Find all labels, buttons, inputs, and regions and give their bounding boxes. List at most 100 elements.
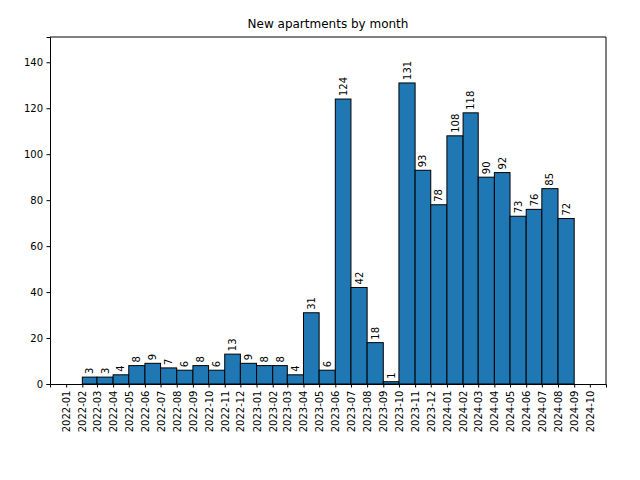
x-tick: 2023-04: [298, 384, 309, 432]
x-tick-mark: [257, 384, 258, 388]
bar: [82, 377, 97, 384]
x-tick: 2023-08: [362, 384, 373, 432]
y-tick: 60: [30, 241, 50, 252]
data-labels: 3348976861398843161244218113193781081189…: [84, 61, 571, 379]
x-tick: 2023-06: [330, 384, 341, 432]
bar: [431, 205, 447, 384]
y-tick: 140: [24, 57, 50, 68]
data-label: 90: [481, 161, 492, 174]
x-tick: 2024-01: [442, 384, 453, 432]
x-tick-label: 2024-09: [569, 391, 580, 433]
x-tick-mark: [399, 384, 400, 388]
y-tick-label: 40: [30, 287, 43, 298]
data-label: 8: [259, 356, 270, 362]
x-tick-mark: [82, 384, 83, 388]
y-tick-mark: [47, 384, 51, 385]
x-tick: 2023-07: [346, 384, 357, 432]
bar: [478, 177, 494, 384]
bar: [287, 375, 303, 384]
x-tick-mark: [177, 384, 178, 388]
x-axis-line: [51, 385, 607, 388]
y-tick-label: 80: [30, 195, 43, 206]
y-tick-label: 100: [24, 149, 43, 160]
bar: [240, 363, 256, 384]
data-label: 8: [195, 356, 206, 362]
x-tick: 2023-09: [378, 384, 389, 432]
x-tick-mark: [209, 384, 210, 388]
x-tick: 2022-12: [235, 384, 246, 432]
bar: [447, 136, 463, 384]
plot-area: 2022-012022-022022-032022-042022-052022-…: [24, 37, 607, 432]
data-label: 85: [544, 173, 555, 186]
x-tick: 2022-07: [156, 384, 167, 432]
data-label: 118: [465, 91, 476, 110]
data-label: 4: [290, 365, 301, 371]
x-tick: 2022-08: [172, 384, 183, 432]
x-tick: 2022-04: [108, 384, 119, 432]
data-label: 3: [100, 368, 111, 374]
chart: 2022-012022-022022-032022-042022-052022-…: [0, 0, 640, 480]
x-axis: 2022-012022-022022-032022-042022-052022-…: [51, 384, 607, 432]
x-tick: 2022-02: [77, 384, 88, 432]
y-tick-label: 120: [24, 103, 43, 114]
data-label: 13: [227, 338, 238, 351]
x-tick-mark: [303, 384, 304, 388]
data-label: 9: [243, 354, 254, 360]
frame-right: [606, 37, 607, 384]
bar: [145, 363, 161, 384]
x-tick: 2022-09: [188, 384, 199, 432]
bar: [463, 113, 478, 384]
data-label: 7: [163, 359, 174, 365]
y-tick-label: 60: [30, 241, 43, 252]
y-axis-line: [47, 38, 51, 385]
data-label: 6: [211, 361, 222, 367]
x-tick-label: 2023-08: [362, 391, 373, 433]
bar: [351, 287, 367, 384]
x-tick-mark: [574, 384, 575, 388]
bar: [494, 173, 510, 384]
y-tick: 80: [30, 195, 50, 206]
bar: [257, 366, 273, 384]
x-tick-mark: [558, 384, 559, 388]
x-tick: 2023-12: [426, 384, 437, 432]
x-tick-mark: [193, 384, 194, 388]
data-label: 31: [306, 297, 317, 310]
y-tick-mark: [47, 246, 51, 247]
x-tick-mark: [526, 384, 527, 388]
data-label: 6: [322, 361, 333, 367]
x-tick-label: 2023-01: [252, 391, 263, 433]
x-tick: 2022-03: [92, 384, 103, 432]
x-tick-mark: [335, 384, 336, 388]
y-tick: 100: [24, 149, 50, 160]
x-tick-label: 2023-10: [394, 391, 405, 433]
x-tick-label: 2023-02: [268, 391, 279, 433]
y-tick: 120: [24, 103, 50, 114]
bar: [113, 375, 129, 384]
y-tick-mark: [47, 154, 51, 155]
x-tick-mark: [240, 384, 241, 388]
x-tick-mark: [383, 384, 384, 388]
bar: [193, 366, 209, 384]
y-tick-label: 20: [30, 333, 43, 344]
x-tick-label: 2022-10: [204, 391, 215, 433]
x-tick-mark: [225, 384, 226, 388]
y-tick: 0: [37, 379, 50, 390]
data-label: 3: [84, 368, 95, 374]
x-tick-label: 2023-07: [346, 391, 357, 433]
data-label: 1: [386, 372, 397, 378]
data-label: 108: [450, 114, 461, 133]
x-tick-mark: [478, 384, 479, 388]
x-tick-label: 2022-05: [124, 391, 135, 433]
data-label: 131: [402, 61, 413, 80]
frame-top: [50, 37, 606, 38]
x-tick-mark: [415, 384, 416, 388]
data-label: 72: [561, 203, 572, 216]
x-tick: 2024-06: [521, 384, 532, 432]
x-tick: 2024-10: [585, 384, 596, 432]
data-label: 18: [370, 327, 381, 340]
x-tick: 2023-01: [252, 384, 263, 432]
x-tick-label: 2022-03: [92, 391, 103, 433]
x-tick: 2024-04: [489, 384, 500, 432]
y-tick-mark: [47, 292, 51, 293]
x-tick-label: 2022-02: [77, 391, 88, 433]
